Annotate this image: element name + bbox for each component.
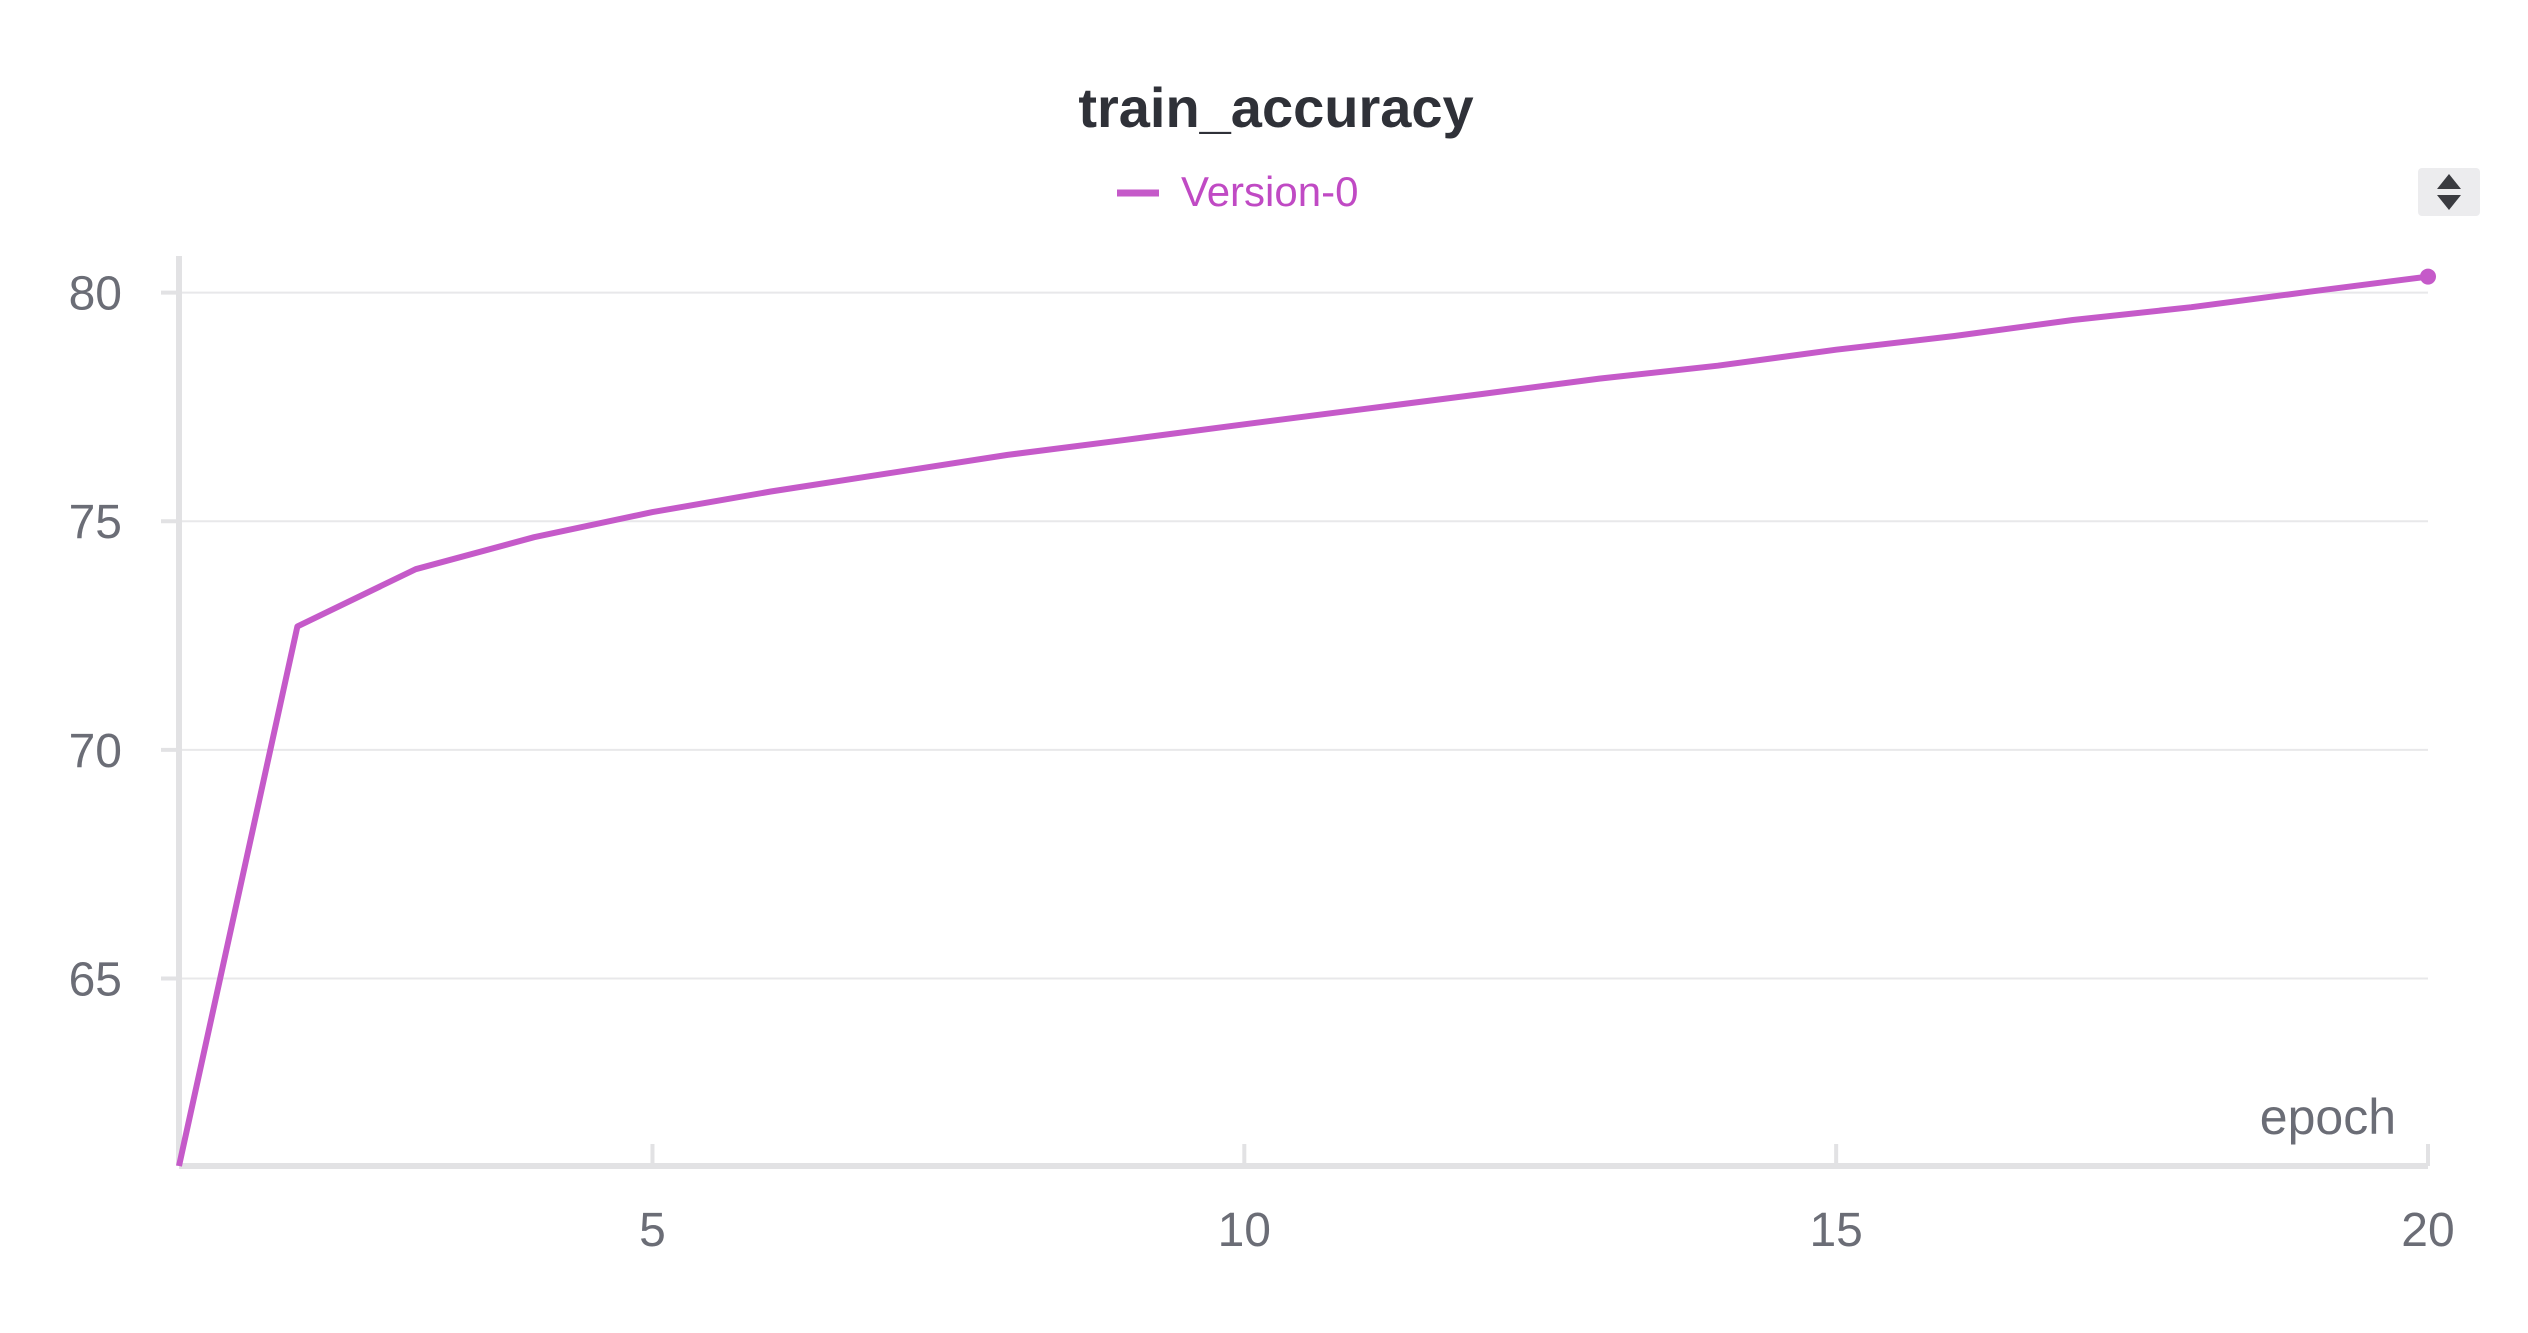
x-tick-label: 20 [2401,1204,2454,1257]
tick-layer: 65 70 75 80 5 10 15 20 [69,268,2455,1257]
x-tick-label: 15 [1809,1204,1862,1257]
y-tick-label: 80 [69,268,122,321]
legend-label: Version-0 [1181,168,1358,215]
chart-title: train_accuracy [1078,76,1473,139]
x-tick-label: 5 [639,1204,666,1257]
grid-layer [179,291,2428,980]
series-end-marker[interactable] [2420,268,2436,285]
axis-layer [176,256,2428,1169]
y-tick-label: 70 [69,725,122,778]
sort-up-down-icon [2437,174,2461,210]
sort-button[interactable] [2418,168,2480,216]
series-line[interactable] [176,273,2429,1167]
legend[interactable]: Version-0 [1117,168,1358,215]
x-axis-label: epoch [2260,1089,2396,1145]
x-tick-label: 10 [1218,1204,1271,1257]
y-tick-label: 65 [69,954,122,1007]
series-layer [176,268,2436,1167]
y-tick-label: 75 [69,496,122,549]
